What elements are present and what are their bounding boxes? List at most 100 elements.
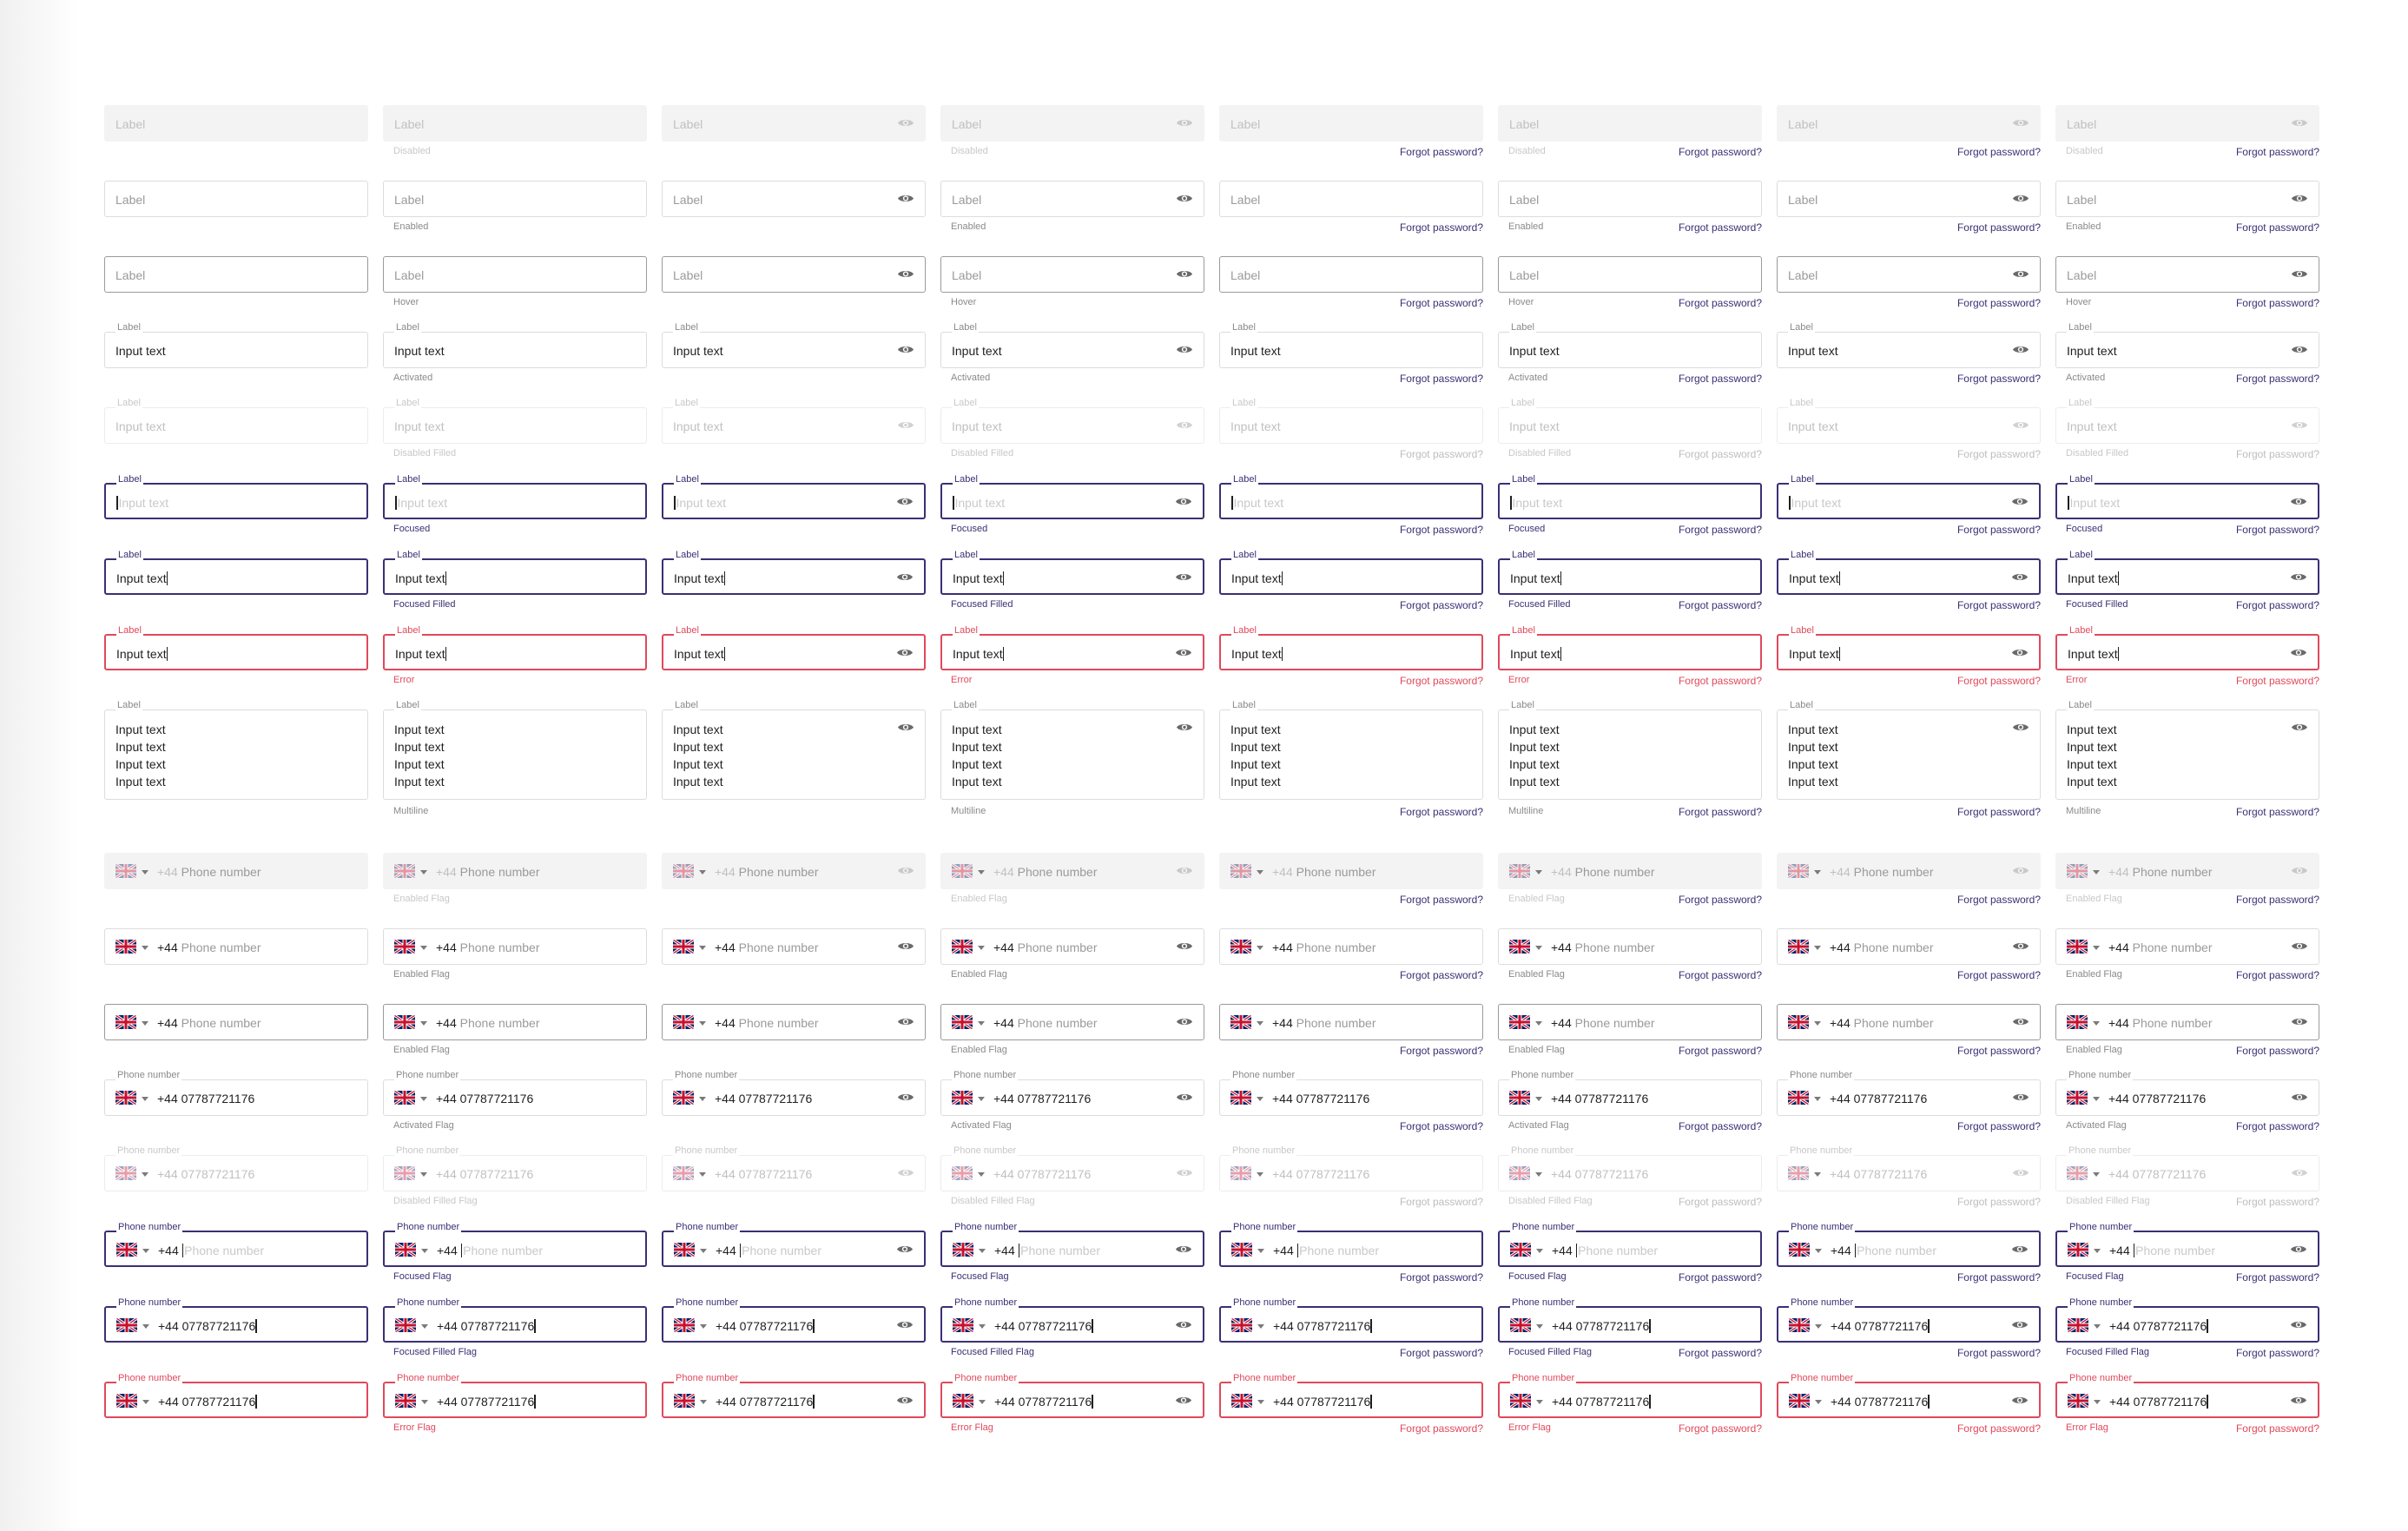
eye-icon[interactable] (1175, 1395, 1192, 1406)
eye-icon[interactable] (1176, 1092, 1193, 1103)
eye-icon[interactable] (2291, 117, 2308, 129)
forgot-password-link[interactable]: Forgot password? (1399, 599, 1483, 611)
uk-flag-icon[interactable] (673, 864, 694, 878)
chevron-down-icon[interactable] (699, 946, 706, 950)
text-input[interactable]: Label Input text (1498, 624, 1762, 670)
chevron-down-icon[interactable] (700, 1400, 707, 1404)
chevron-down-icon[interactable] (420, 870, 427, 874)
text-input[interactable]: Label (1498, 256, 1762, 293)
textarea-field[interactable]: Label Input text Input text Input text Input… (2055, 699, 2319, 800)
phone-input[interactable]: Phone number +44 07787721176 (2055, 1372, 2319, 1418)
chevron-down-icon[interactable] (1257, 1400, 1264, 1404)
forgot-password-link[interactable]: Forgot password? (1399, 524, 1483, 536)
text-input[interactable]: Label Input text (1219, 549, 1483, 595)
eye-icon[interactable] (896, 1244, 914, 1255)
chevron-down-icon[interactable] (699, 1172, 706, 1177)
uk-flag-icon[interactable] (1230, 1091, 1251, 1105)
forgot-password-link[interactable]: Forgot password? (1678, 146, 1762, 158)
chevron-down-icon[interactable] (420, 946, 427, 950)
chevron-down-icon[interactable] (142, 1249, 149, 1253)
chevron-down-icon[interactable] (1257, 1097, 1263, 1101)
chevron-down-icon[interactable] (1535, 1097, 1542, 1101)
phone-input[interactable]: Phone number +44 07787721176 (1219, 1069, 1483, 1116)
eye-icon[interactable] (1175, 647, 1192, 658)
uk-flag-icon[interactable] (395, 1243, 416, 1257)
eye-icon[interactable] (2290, 647, 2307, 658)
eye-icon[interactable] (896, 647, 914, 658)
chevron-down-icon[interactable] (421, 1400, 428, 1404)
eye-icon[interactable] (897, 1167, 914, 1178)
eye-icon[interactable] (896, 1395, 914, 1406)
phone-input[interactable]: Phone number +44 07787721176 (1498, 1372, 1762, 1418)
forgot-password-link[interactable]: Forgot password? (1399, 373, 1483, 385)
text-input[interactable]: Label (1777, 181, 2041, 217)
eye-icon[interactable] (1176, 1167, 1193, 1178)
chevron-down-icon[interactable] (978, 1097, 985, 1101)
chevron-down-icon[interactable] (1814, 1172, 1821, 1177)
uk-flag-icon[interactable] (1789, 1243, 1810, 1257)
chevron-down-icon[interactable] (2094, 1324, 2101, 1329)
uk-flag-icon[interactable] (116, 1243, 137, 1257)
chevron-down-icon[interactable] (420, 1021, 427, 1026)
forgot-password-link[interactable]: Forgot password? (1399, 806, 1483, 818)
text-input[interactable]: Label (1219, 256, 1483, 293)
text-input[interactable]: Label Input text (2055, 549, 2319, 595)
phone-input[interactable]: Phone number +44 Phone number (662, 1221, 926, 1267)
eye-icon[interactable] (2011, 1395, 2029, 1406)
forgot-password-link[interactable]: Forgot password? (1399, 1196, 1483, 1208)
forgot-password-link[interactable]: Forgot password? (1956, 1120, 2041, 1132)
text-input[interactable]: Label Input text (2055, 321, 2319, 368)
forgot-password-link[interactable]: Forgot password? (1399, 675, 1483, 687)
chevron-down-icon[interactable] (1536, 1324, 1543, 1329)
chevron-down-icon[interactable] (1257, 1249, 1264, 1253)
eye-icon[interactable] (897, 1016, 914, 1027)
eye-icon[interactable] (2011, 571, 2029, 583)
phone-input[interactable]: Phone number +44 07787721176 (383, 1372, 647, 1418)
phone-input[interactable]: Phone number +44 07787721176 (1777, 1372, 2041, 1418)
forgot-password-link[interactable]: Forgot password? (2235, 524, 2319, 536)
phone-input[interactable]: Phone number +44 07787721176 (104, 1372, 368, 1418)
chevron-down-icon[interactable] (1815, 1249, 1822, 1253)
eye-icon[interactable] (897, 193, 914, 204)
chevron-down-icon[interactable] (978, 1172, 985, 1177)
uk-flag-icon[interactable] (1509, 940, 1530, 954)
eye-icon[interactable] (2012, 268, 2029, 280)
chevron-down-icon[interactable] (2093, 1172, 2100, 1177)
forgot-password-link[interactable]: Forgot password? (1956, 1422, 2041, 1435)
forgot-password-link[interactable]: Forgot password? (2235, 1271, 2319, 1284)
text-input[interactable]: Label Input text (662, 321, 926, 368)
chevron-down-icon[interactable] (420, 1097, 427, 1101)
uk-flag-icon[interactable] (115, 940, 136, 954)
uk-flag-icon[interactable] (673, 1166, 694, 1180)
phone-input[interactable]: +44 Phone number (940, 928, 1204, 965)
uk-flag-icon[interactable] (952, 940, 973, 954)
uk-flag-icon[interactable] (2068, 1318, 2088, 1332)
text-input[interactable]: Label Input text (1498, 549, 1762, 595)
chevron-down-icon[interactable] (2093, 1021, 2100, 1026)
forgot-password-link[interactable]: Forgot password? (1678, 448, 1762, 460)
forgot-password-link[interactable]: Forgot password? (1956, 675, 2041, 687)
forgot-password-link[interactable]: Forgot password? (2235, 1347, 2319, 1359)
uk-flag-icon[interactable] (395, 1394, 416, 1408)
text-input[interactable]: Label (1777, 256, 2041, 293)
chevron-down-icon[interactable] (979, 1400, 986, 1404)
forgot-password-link[interactable]: Forgot password? (1399, 1120, 1483, 1132)
uk-flag-icon[interactable] (1230, 1015, 1251, 1029)
eye-icon[interactable] (2291, 865, 2308, 876)
chevron-down-icon[interactable] (699, 1097, 706, 1101)
phone-input[interactable]: Phone number +44 07787721176 (1777, 1069, 2041, 1116)
uk-flag-icon[interactable] (1510, 1394, 1531, 1408)
forgot-password-link[interactable]: Forgot password? (1399, 297, 1483, 309)
eye-icon[interactable] (2012, 940, 2029, 952)
uk-flag-icon[interactable] (1510, 1318, 1531, 1332)
forgot-password-link[interactable]: Forgot password? (2235, 448, 2319, 460)
eye-icon[interactable] (896, 496, 914, 507)
forgot-password-link[interactable]: Forgot password? (1399, 1045, 1483, 1057)
forgot-password-link[interactable]: Forgot password? (1678, 297, 1762, 309)
eye-icon[interactable] (2290, 1244, 2307, 1255)
uk-flag-icon[interactable] (1788, 864, 1809, 878)
phone-input[interactable]: Phone number +44 07787721176 (1498, 1069, 1762, 1116)
forgot-password-link[interactable]: Forgot password? (2235, 297, 2319, 309)
eye-icon[interactable] (2291, 722, 2308, 733)
phone-input[interactable]: Phone number +44 Phone number (2055, 1221, 2319, 1267)
